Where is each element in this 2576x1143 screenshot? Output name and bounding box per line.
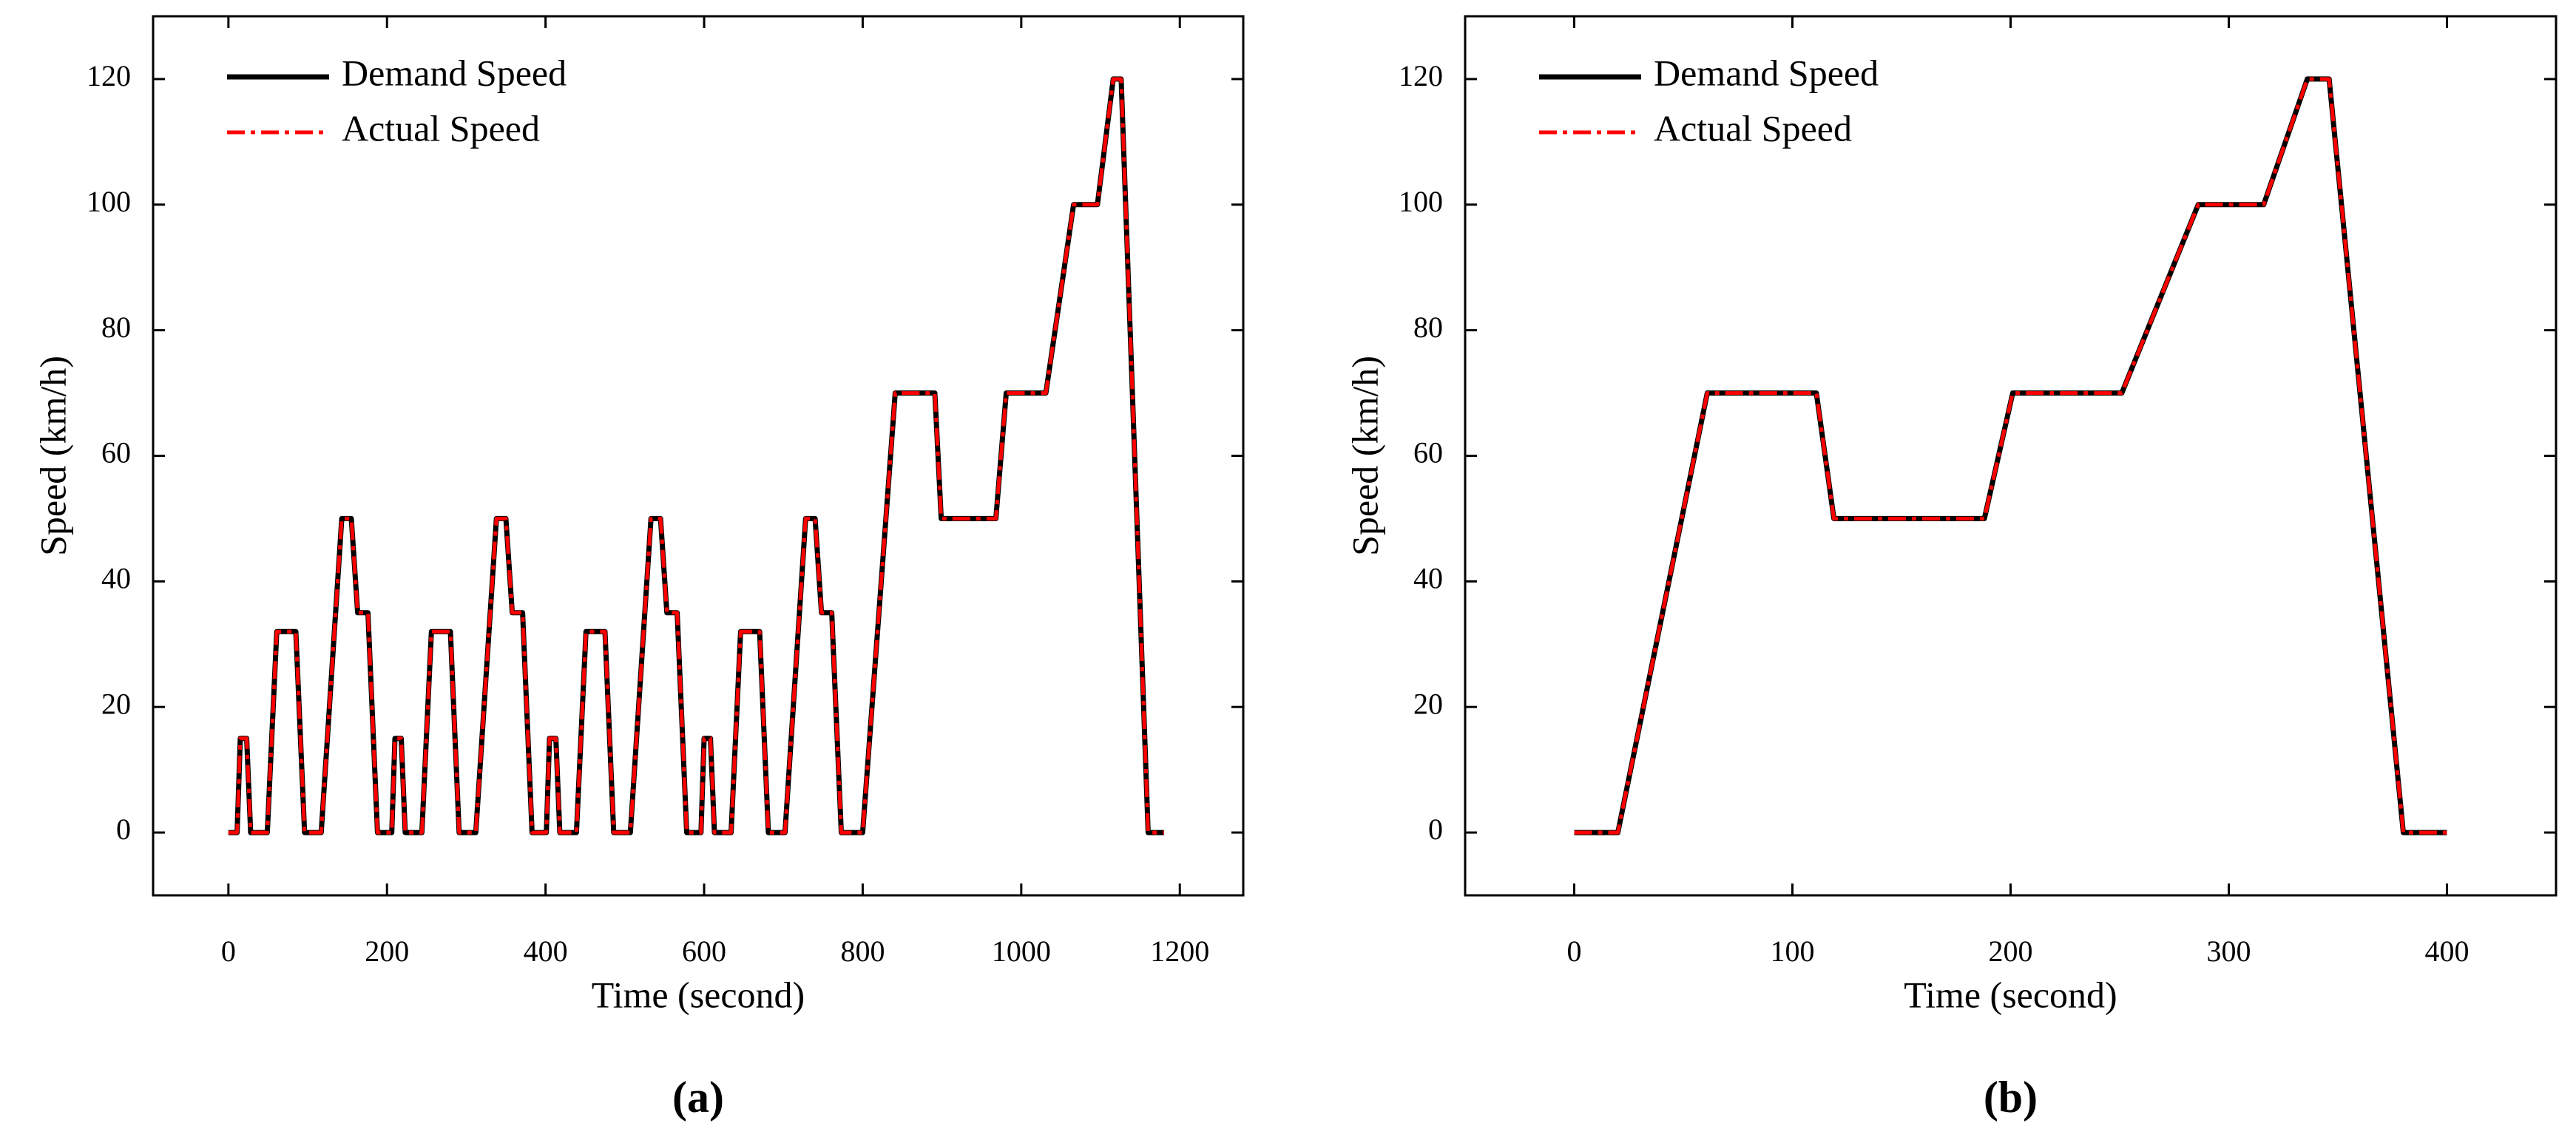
y-tick-label: 100 <box>87 185 131 218</box>
data-line <box>228 77 1164 835</box>
x-tick-label: 0 <box>1567 935 1582 968</box>
legend-label: Demand Speed <box>342 52 567 93</box>
y-tick-label: 40 <box>101 562 131 595</box>
x-tick-label: 200 <box>1989 935 2033 968</box>
y-tick-label: 0 <box>116 813 131 846</box>
x-axis-label: Time (second) <box>592 974 805 1015</box>
plot-frame <box>1464 15 2558 897</box>
data-line <box>228 76 1164 835</box>
data-line <box>1574 77 2447 835</box>
x-tick-label: 400 <box>524 935 568 968</box>
x-axis-label: Time (second) <box>1904 974 2117 1015</box>
legend-label: Actual Speed <box>342 107 540 149</box>
x-tick-label: 400 <box>2425 935 2469 968</box>
x-tick-label: 200 <box>365 935 409 968</box>
x-tick-label: 600 <box>682 935 726 968</box>
x-tick-label: 1000 <box>992 935 1051 968</box>
x-tick-label: 800 <box>840 935 885 968</box>
x-tick-label: 100 <box>1771 935 1815 968</box>
y-tick-label: 0 <box>1428 813 1443 846</box>
panel-label: (b) <box>1984 1073 2038 1122</box>
legend-label: Demand Speed <box>1654 52 1879 93</box>
y-axis-label: Speed (km/h) <box>1344 356 1385 556</box>
y-tick-label: 40 <box>1413 562 1443 595</box>
y-tick-label: 100 <box>1399 185 1443 218</box>
y-tick-label: 120 <box>1399 59 1443 92</box>
x-tick-label: 0 <box>221 935 236 968</box>
y-tick-label: 80 <box>101 311 131 344</box>
y-axis-label: Speed (km/h) <box>32 356 73 556</box>
panel-label: (a) <box>672 1073 724 1122</box>
y-tick-label: 80 <box>1413 311 1443 344</box>
data-line <box>1574 76 2447 835</box>
plot-frame <box>152 15 1245 897</box>
y-tick-label: 120 <box>87 59 131 92</box>
y-tick-label: 20 <box>1413 687 1443 720</box>
y-tick-label: 60 <box>101 436 131 469</box>
legend-label: Actual Speed <box>1654 107 1852 149</box>
x-tick-label: 300 <box>2207 935 2251 968</box>
y-tick-label: 60 <box>1413 436 1443 469</box>
y-tick-label: 20 <box>101 687 131 720</box>
x-tick-label: 1200 <box>1150 935 1209 968</box>
